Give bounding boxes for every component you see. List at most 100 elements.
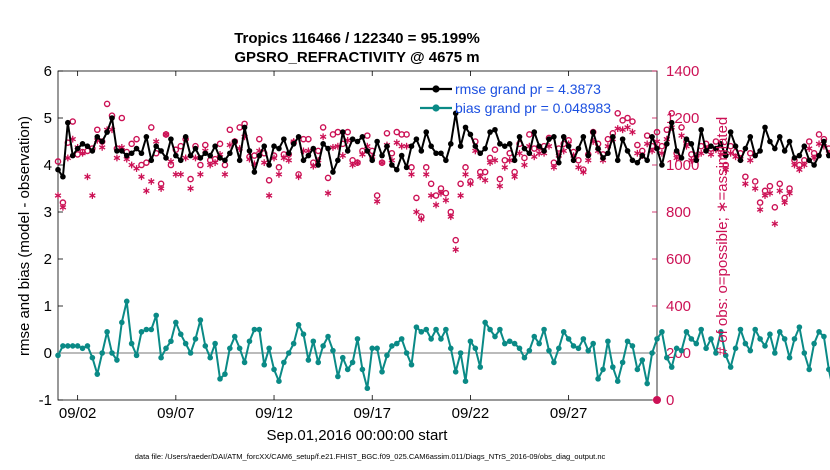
obs-possible-point [452, 236, 459, 244]
bias-point [575, 345, 582, 352]
bias-point [526, 347, 533, 354]
bias-point [462, 378, 469, 385]
bias-point [516, 345, 523, 352]
rmse-point [389, 162, 395, 168]
bias-point [349, 359, 356, 366]
bias-point [472, 345, 479, 352]
rmse-point [811, 162, 817, 168]
obs-possible-point [432, 192, 440, 199]
obs-assimilated-point [643, 140, 651, 148]
rmse-point [447, 141, 454, 147]
rmse-point [634, 159, 641, 166]
bias-point [497, 326, 503, 333]
rmse-point [433, 150, 439, 157]
obs-possible-point [805, 138, 813, 145]
bias-point [339, 354, 346, 361]
bias-point [668, 364, 675, 370]
obs-possible-point [629, 118, 636, 125]
bias-point [639, 357, 646, 363]
bias-point [659, 329, 665, 335]
obs-assimilated-point [766, 189, 774, 197]
bias-point [678, 347, 685, 354]
bias-point [251, 326, 258, 333]
obs-assimilated-point [182, 154, 189, 162]
rmse-point [492, 126, 498, 133]
bias-point [556, 345, 562, 352]
obs-possible-point [653, 128, 661, 136]
bias-point [163, 345, 169, 352]
rmse-point [801, 143, 808, 149]
bias-point [821, 333, 827, 340]
obs-assimilated-point [373, 198, 381, 205]
bias-point [119, 319, 125, 326]
bias-point [74, 343, 81, 349]
bias-point [354, 336, 361, 342]
bias-point [428, 336, 434, 342]
rmse-point [713, 145, 719, 152]
legend-bias-label: bias grand pr = 0.048983 [455, 100, 611, 116]
bias-point [315, 359, 322, 366]
rmse-point [222, 157, 228, 164]
rmse-point [428, 143, 434, 149]
bias-point [511, 340, 518, 347]
x-tick-label: 09/07 [157, 405, 195, 422]
obs-assimilated-point [192, 154, 199, 162]
legend-rmse-marker [432, 85, 440, 93]
rmse-point [605, 150, 611, 157]
bias-point [772, 350, 778, 356]
bias-point [389, 343, 395, 349]
obs-assimilated-point [462, 171, 469, 178]
obs-assimilated-point [378, 159, 386, 167]
obs-assimilated-point [59, 203, 67, 211]
bias-point [727, 364, 734, 370]
obs-assimilated-point [771, 220, 779, 228]
bias-point [698, 326, 704, 333]
obs-assimilated-point [54, 192, 62, 199]
obs-possible-point [624, 114, 631, 122]
rmse-point [182, 134, 189, 140]
rmse-point [148, 157, 155, 164]
bias-point [482, 319, 488, 326]
rmse-point [570, 157, 577, 164]
rmse-point [290, 141, 297, 147]
bias-point [693, 340, 700, 347]
rmse-point [231, 138, 238, 145]
bias-point [398, 336, 405, 342]
bias-point [443, 326, 449, 333]
bias-point [580, 336, 587, 342]
obs-assimilated-point [530, 153, 538, 161]
rmse-point [320, 141, 326, 147]
rmse-point [747, 134, 754, 140]
rmse-point [285, 150, 292, 157]
rmse-point [310, 145, 317, 152]
rmse-point [718, 141, 724, 147]
obs-possible-point [766, 182, 774, 190]
rmse-point [708, 143, 714, 149]
bias-point [560, 329, 567, 335]
obs-assimilated-point [815, 140, 823, 148]
rmse-point [74, 145, 81, 152]
obs-assimilated-point [805, 145, 813, 152]
rmse-point [649, 134, 655, 140]
rmse-point [781, 148, 788, 154]
obs-assimilated-point [786, 189, 793, 197]
bias-point [138, 329, 145, 335]
rmse-point [791, 155, 798, 161]
bias-point [447, 345, 454, 352]
y-right-tick-label: 1400 [666, 63, 699, 80]
obs-assimilated-point [496, 182, 504, 190]
rmse-point [384, 143, 390, 149]
rmse-point [344, 148, 351, 154]
bias-point [89, 354, 96, 361]
rmse-point [546, 136, 552, 142]
obs-assimilated-point [64, 154, 72, 162]
bias-point [752, 326, 758, 333]
bias-point [487, 326, 493, 333]
obs-assimilated-point [113, 154, 121, 162]
obs-possible-point [128, 140, 135, 148]
x-tick-label: 09/22 [452, 405, 490, 422]
obs-possible-point [103, 100, 111, 108]
bias-point [271, 366, 277, 373]
obs-possible-point [496, 175, 504, 183]
